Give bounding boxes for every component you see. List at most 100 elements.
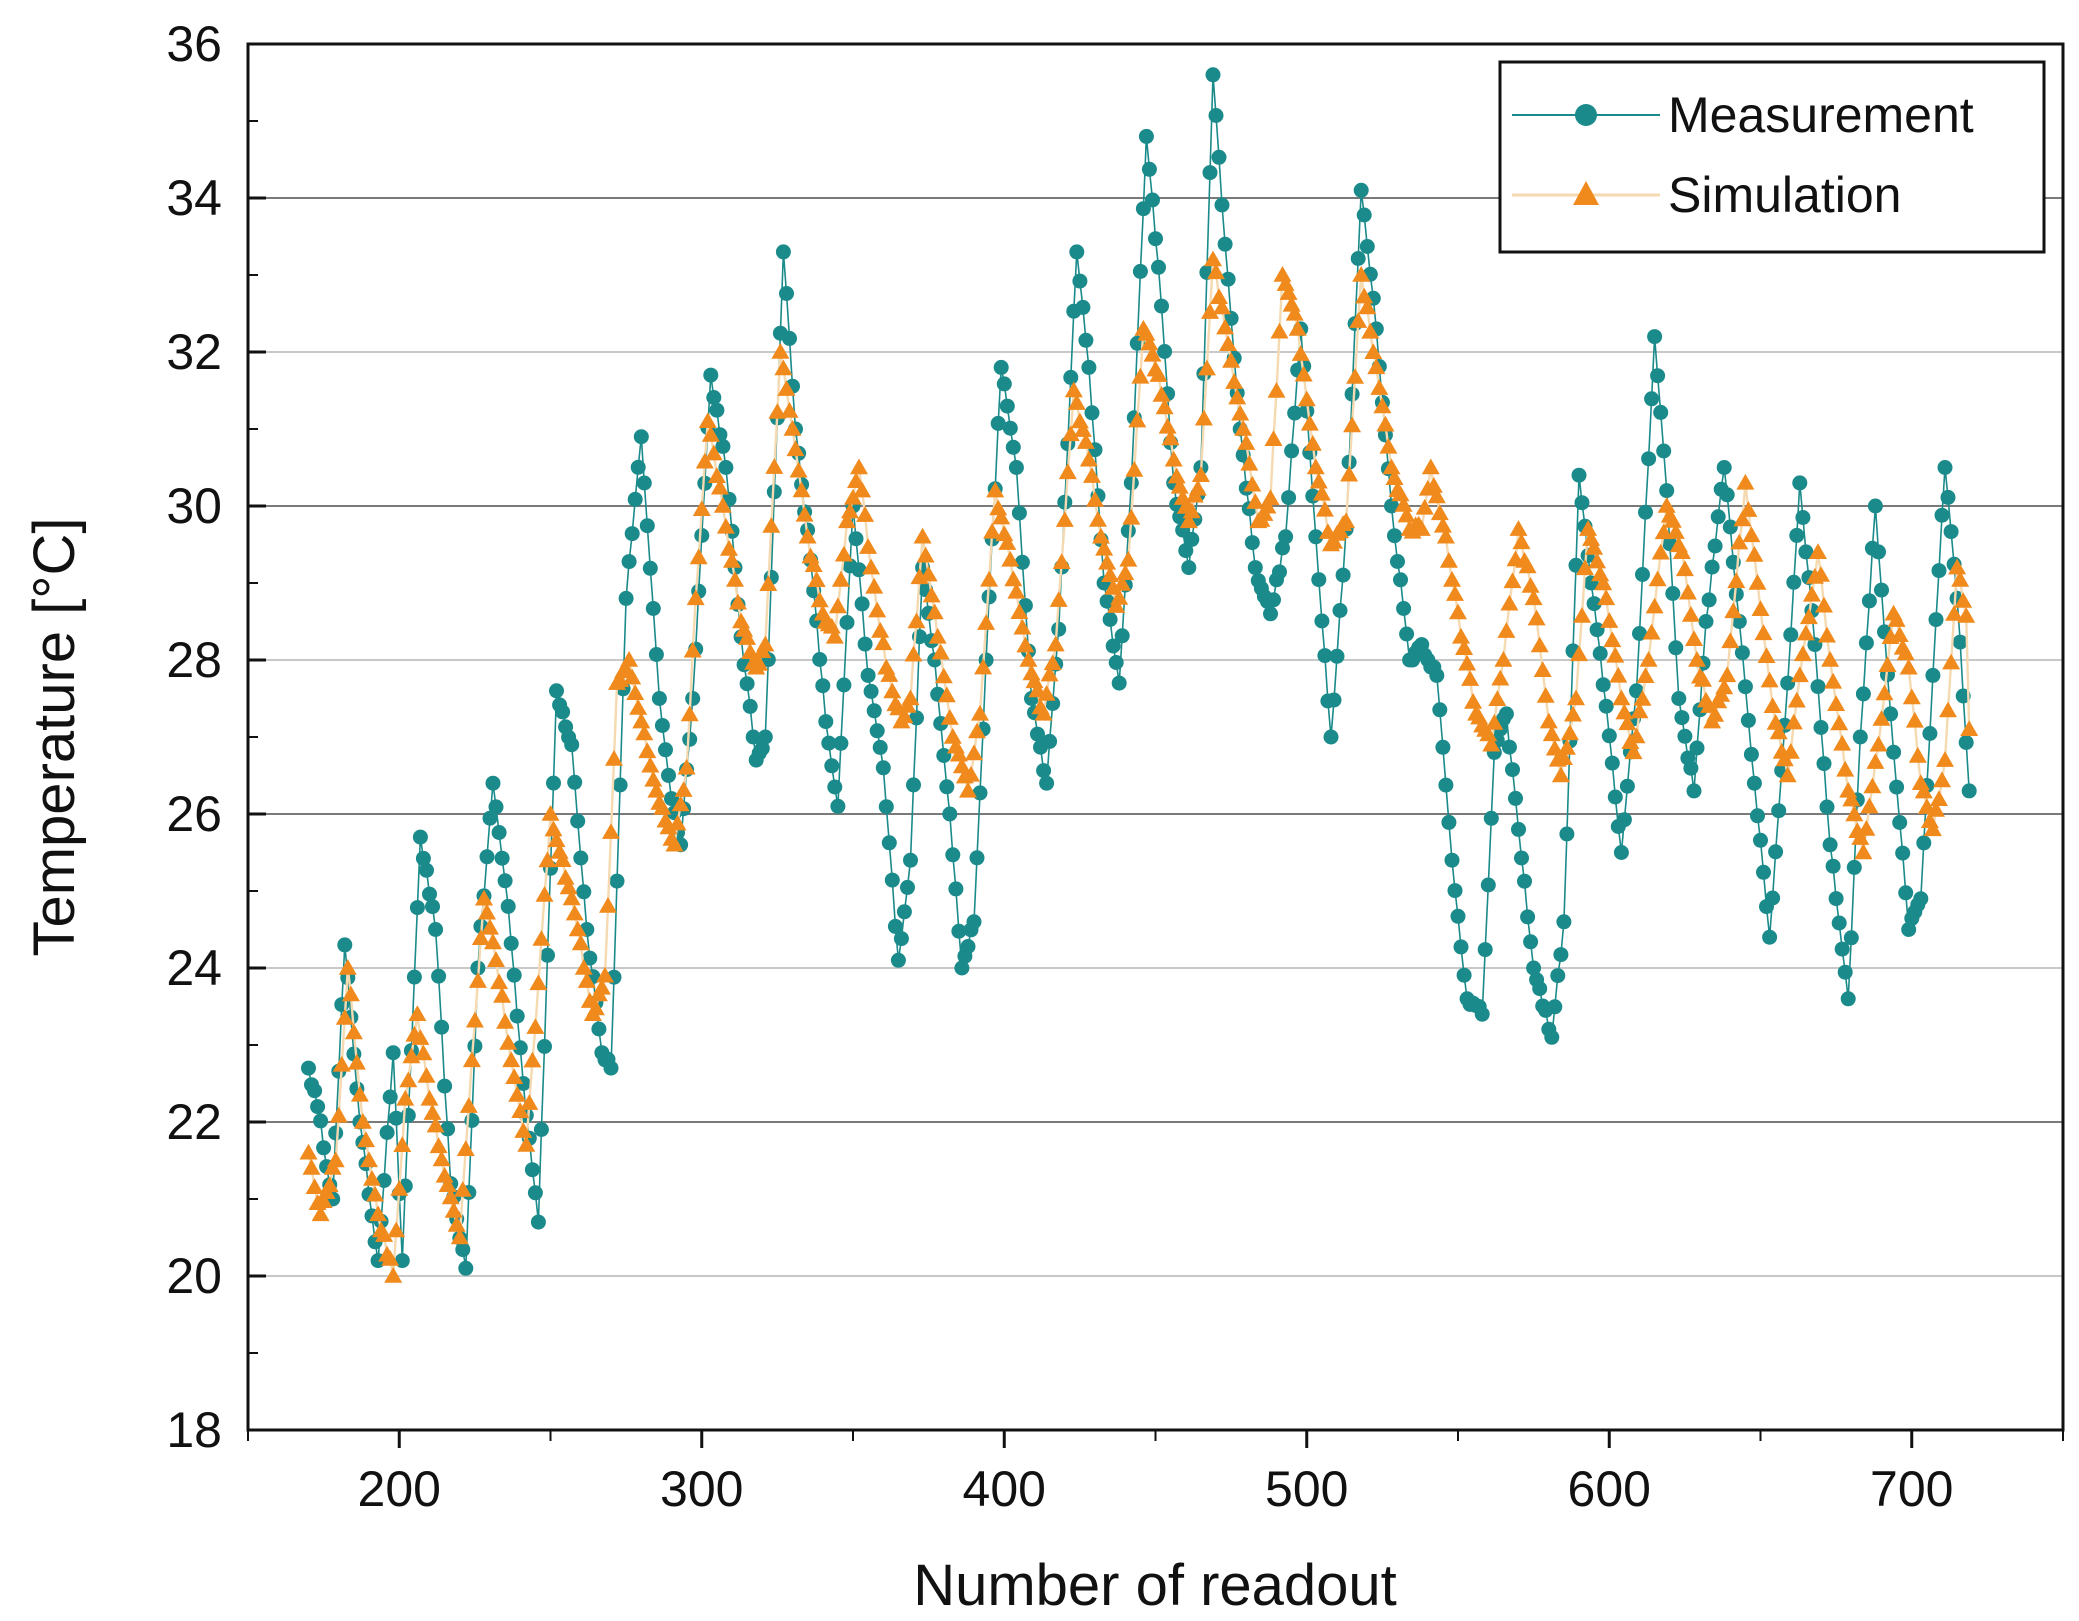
data-point-measurement — [1616, 812, 1632, 828]
data-point-measurement — [1740, 712, 1756, 728]
data-point-simulation — [1694, 671, 1712, 687]
data-point-measurement — [706, 390, 722, 405]
data-point-simulation — [1210, 288, 1228, 304]
data-point-simulation — [538, 851, 557, 868]
data-point-measurement — [875, 760, 891, 776]
data-point-measurement — [1132, 263, 1148, 279]
data-point-simulation — [360, 1151, 378, 1168]
data-point-measurement — [1447, 883, 1463, 899]
data-point-measurement — [1574, 495, 1590, 511]
data-point-simulation — [756, 635, 775, 652]
data-point-simulation — [1436, 527, 1455, 544]
data-point-simulation — [1104, 578, 1123, 595]
data-point-simulation — [1373, 397, 1392, 414]
data-point-simulation — [1034, 704, 1053, 721]
data-point-simulation — [1086, 491, 1104, 507]
data-point-measurement — [533, 1122, 549, 1137]
data-point-measurement — [1501, 739, 1517, 755]
data-point-simulation — [1512, 533, 1531, 550]
legend-label-measurement: Measurement — [1668, 87, 1974, 143]
data-point-simulation — [438, 1176, 457, 1192]
data-point-measurement — [824, 758, 840, 774]
data-point-simulation — [1092, 527, 1110, 544]
data-point-simulation — [689, 548, 708, 565]
data-point-simulation — [729, 593, 747, 610]
data-point-simulation — [396, 1089, 415, 1106]
data-point-measurement — [540, 947, 555, 963]
data-point-measurement — [1051, 621, 1067, 637]
data-point-measurement — [830, 798, 846, 814]
data-point-measurement — [1141, 161, 1157, 177]
data-point-simulation — [553, 851, 572, 867]
legend-box — [1498, 60, 2046, 254]
data-point-measurement — [1453, 939, 1469, 955]
data-point-measurement — [455, 1242, 471, 1258]
data-point-simulation — [517, 1136, 536, 1152]
data-point-simulation — [302, 1158, 321, 1175]
data-point-measurement — [1474, 1006, 1490, 1022]
data-point-measurement — [379, 1125, 395, 1140]
data-point-simulation — [865, 577, 884, 594]
data-point-measurement — [893, 931, 909, 947]
data-point-simulation — [1376, 415, 1395, 432]
data-point-measurement — [661, 767, 676, 783]
data-point-measurement — [906, 777, 921, 793]
data-point-measurement — [1483, 810, 1499, 826]
data-point-simulation — [1645, 597, 1664, 614]
data-point-simulation — [511, 1102, 530, 1118]
data-point-measurement — [1111, 675, 1127, 691]
data-point-measurement — [1105, 638, 1121, 654]
data-point-simulation — [1960, 720, 1979, 736]
data-point-simulation — [856, 506, 875, 522]
data-point-measurement — [546, 775, 561, 791]
data-point-measurement — [936, 748, 952, 763]
data-point-simulation — [441, 1188, 460, 1205]
data-point-measurement — [1517, 873, 1532, 889]
data-point-simulation — [686, 589, 705, 606]
data-point-measurement — [1858, 635, 1874, 651]
data-point-simulation — [1231, 404, 1250, 421]
data-point-measurement — [512, 1040, 528, 1056]
data-point-simulation — [1727, 572, 1746, 589]
data-point-simulation — [1639, 651, 1658, 667]
data-point-measurement — [1771, 803, 1787, 819]
data-point-measurement — [821, 735, 837, 751]
data-point-measurement — [1813, 720, 1829, 735]
data-point-simulation — [414, 1044, 433, 1061]
data-point-simulation — [937, 686, 956, 703]
data-point-simulation — [1860, 797, 1879, 814]
data-point-measurement — [530, 1214, 546, 1230]
data-point-measurement — [406, 969, 422, 985]
data-point-simulation — [647, 781, 666, 798]
data-point-simulation — [1089, 511, 1107, 527]
data-point-measurement — [1514, 850, 1529, 866]
data-point-simulation — [1560, 724, 1579, 741]
data-point-measurement — [1867, 498, 1883, 514]
x-tick-label: 700 — [1870, 1461, 1953, 1517]
data-point-measurement — [1281, 490, 1297, 506]
data-point-measurement — [833, 735, 849, 751]
data-point-simulation — [1627, 727, 1646, 744]
data-point-measurement — [1498, 706, 1514, 722]
data-point-measurement — [431, 968, 447, 984]
data-point-simulation — [1957, 607, 1976, 623]
data-point-simulation — [1228, 388, 1247, 405]
data-point-simulation — [399, 1071, 418, 1088]
data-point-simulation — [565, 904, 584, 921]
data-point-simulation — [514, 1122, 533, 1138]
data-point-simulation — [1854, 843, 1873, 860]
series-simulation — [299, 250, 1979, 1283]
data-point-simulation — [1158, 417, 1177, 434]
data-point-measurement — [854, 596, 870, 612]
data-point-simulation — [710, 478, 729, 495]
data-point-measurement — [1883, 706, 1899, 722]
data-point-measurement — [1668, 640, 1684, 656]
data-point-measurement — [1656, 443, 1672, 459]
data-point-simulation — [562, 889, 581, 906]
data-point-measurement — [694, 528, 710, 543]
data-point-simulation — [1225, 373, 1244, 389]
data-point-simulation — [1812, 566, 1830, 582]
data-point-simulation — [1182, 502, 1201, 519]
data-point-simulation — [1449, 603, 1467, 620]
data-point-simulation — [1194, 409, 1213, 426]
